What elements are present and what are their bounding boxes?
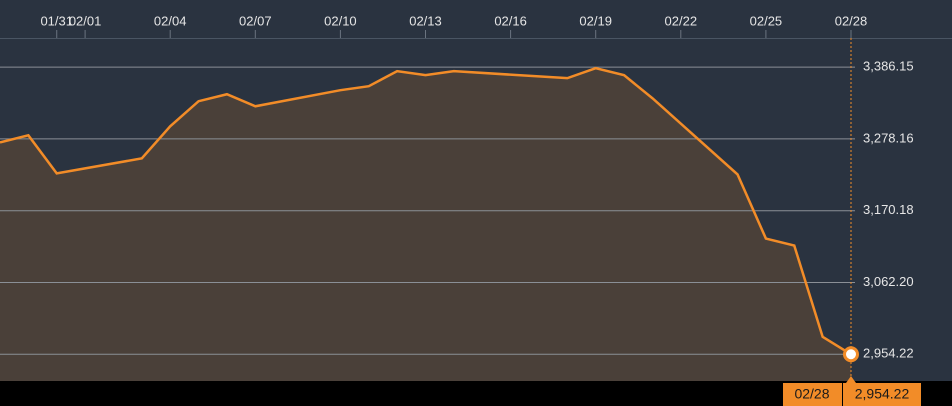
x-tick-label: 02/19 — [579, 13, 612, 28]
date-label: 02/28 — [794, 386, 829, 402]
value-box — [843, 383, 921, 406]
x-tick-label: 01/31 — [40, 13, 73, 28]
x-tick-label: 02/10 — [324, 13, 357, 28]
x-tick-label: 02/01 — [69, 13, 102, 28]
y-tick-label: 3,278.16 — [863, 130, 914, 145]
x-tick-label: 02/04 — [154, 13, 187, 28]
x-tick-label: 02/13 — [409, 13, 442, 28]
x-tick-label: 02/28 — [835, 13, 868, 28]
y-tick-label: 3,062.20 — [863, 274, 914, 289]
x-tick-label: 02/16 — [494, 13, 527, 28]
value-label: 2,954.22 — [855, 386, 910, 402]
last-point — [843, 346, 859, 363]
y-tick-label: 3,170.18 — [863, 202, 914, 217]
y-tick-label: 2,954.22 — [863, 346, 914, 361]
x-tick-label: 02/07 — [239, 13, 272, 28]
x-tick-label: 02/22 — [665, 13, 698, 28]
line — [0, 66, 852, 356]
y-tick-label: 3,386.15 — [863, 59, 914, 74]
area-fill — [0, 68, 851, 381]
pointer — [846, 376, 856, 383]
x-tick-label: 02/25 — [750, 13, 783, 28]
date-box — [783, 383, 842, 406]
